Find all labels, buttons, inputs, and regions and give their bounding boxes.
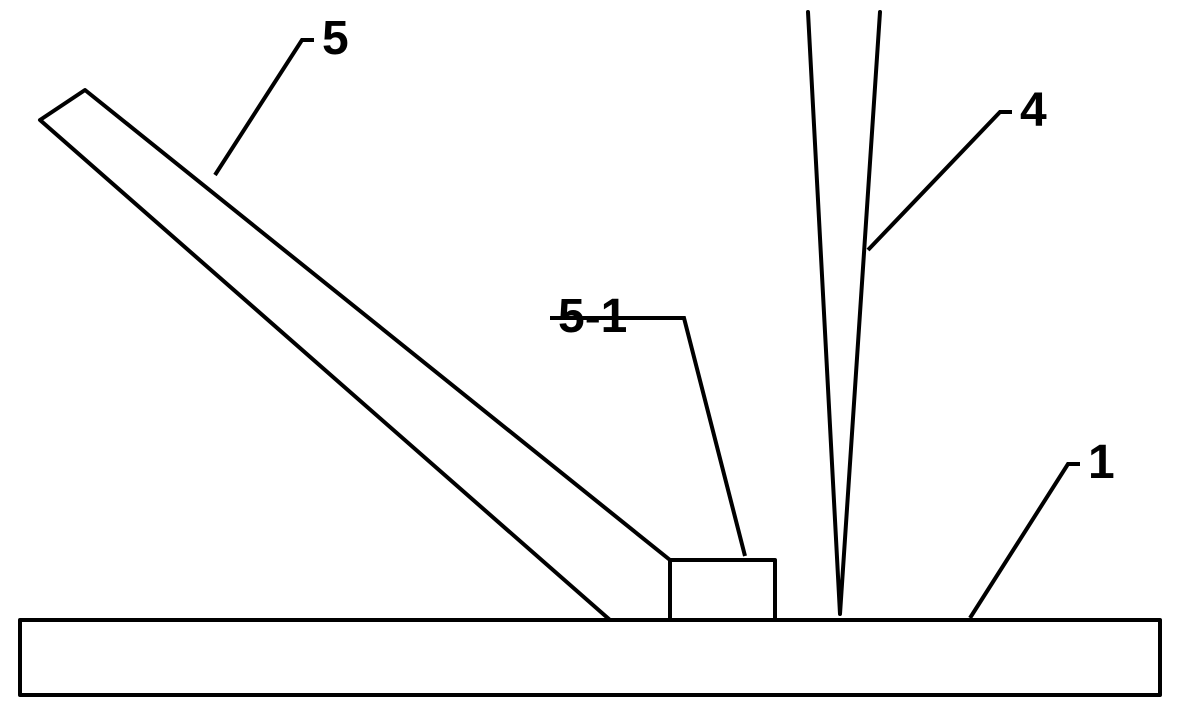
label-5: 5 — [322, 12, 349, 65]
leader-1 — [970, 464, 1080, 618]
leader-4 — [868, 112, 1012, 250]
rod-with-tip — [40, 90, 775, 620]
label-4: 4 — [1020, 84, 1047, 137]
leader-5 — [215, 40, 314, 175]
label-5-1: 5-1 — [558, 290, 627, 343]
cone-beam — [808, 12, 880, 614]
label-1: 1 — [1088, 436, 1115, 489]
base-plate — [20, 620, 1160, 695]
